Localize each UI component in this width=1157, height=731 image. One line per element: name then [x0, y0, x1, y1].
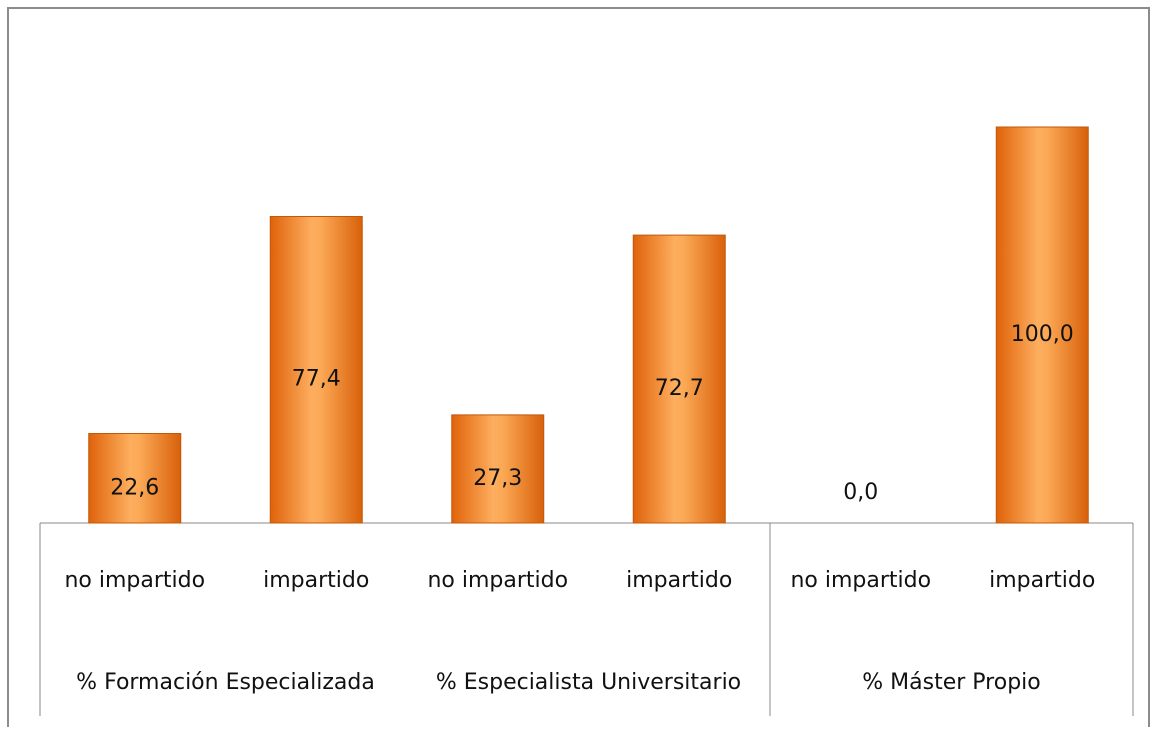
value-label: 100,0 — [1011, 322, 1074, 347]
bar — [451, 414, 545, 524]
group-label: % Máster Propio — [862, 670, 1040, 695]
value-label: 27,3 — [473, 466, 522, 491]
x-tick-label: no impartido — [427, 568, 568, 593]
x-tick-label: impartido — [263, 568, 369, 593]
bar — [632, 234, 726, 524]
bar — [995, 126, 1089, 524]
bar — [269, 215, 363, 524]
chart-frame — [7, 7, 1150, 731]
x-tick-label: no impartido — [64, 568, 205, 593]
value-label: 77,4 — [292, 367, 341, 392]
group-label: % Formación Especializada — [76, 670, 375, 695]
x-tick-label: no impartido — [790, 568, 931, 593]
group-label: % Especialista Universitario — [436, 670, 741, 695]
x-tick-label: impartido — [989, 568, 1095, 593]
value-label: 0,0 — [843, 480, 878, 505]
value-label: 72,7 — [655, 376, 704, 401]
value-label: 22,6 — [110, 475, 159, 500]
x-tick-label: impartido — [626, 568, 732, 593]
bar — [88, 433, 182, 524]
